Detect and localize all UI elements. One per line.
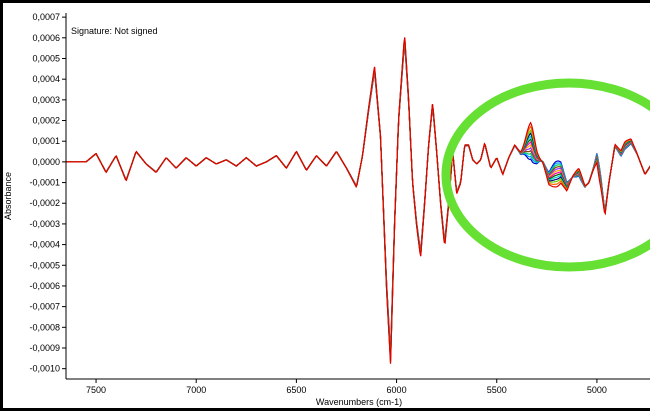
y-tick-label: -0,0009: [29, 343, 60, 353]
y-tick-label: 0,0006: [32, 33, 60, 43]
y-tick-label: -0,0001: [29, 178, 60, 188]
y-tick-label: -0,0004: [29, 240, 60, 250]
x-tick-label: 7000: [186, 385, 206, 395]
y-tick-label: -0,0007: [29, 302, 60, 312]
y-axis-title: Absorbance: [3, 172, 13, 220]
y-tick-label: -0,0008: [29, 322, 60, 332]
y-tick-label: -0,0002: [29, 198, 60, 208]
spectra-group: [66, 37, 650, 364]
x-tick-label: 7500: [86, 385, 106, 395]
y-tick-label: -0,0010: [29, 364, 60, 374]
signature-label: Signature: Not signed: [71, 26, 158, 36]
x-axis-title: Wavenumbers (cm-1): [316, 397, 402, 407]
axes: [65, 13, 650, 380]
x-ticks: 7500 7000 6500 6000 5500 5000: [86, 379, 607, 395]
spectrum-line: [66, 37, 650, 364]
y-tick-label: -0,0003: [29, 219, 60, 229]
x-tick-label: 6000: [387, 385, 407, 395]
y-tick-label: -0,0005: [29, 260, 60, 270]
y-tick-label: 0,0005: [32, 53, 60, 63]
x-tick-label: 5500: [487, 385, 507, 395]
spectrum-chart: 0,0007 0,0006 0,0005 0,0004 0,0003 0,0002 0,00…: [3, 12, 650, 407]
y-tick-label: 0,0001: [32, 136, 60, 146]
highlight-ellipse: [441, 78, 650, 272]
x-tick-label: 6500: [286, 385, 306, 395]
y-ticks: 0,0007 0,0006 0,0005 0,0004 0,0003 0,0002 0,00…: [29, 12, 66, 374]
plot-area: [66, 13, 650, 379]
y-tick-label: 0,0000: [32, 157, 60, 167]
y-tick-label: 0,0003: [32, 95, 60, 105]
y-tick-label: 0,0002: [32, 116, 60, 126]
y-tick-label: 0,0007: [32, 12, 60, 22]
y-tick-label: 0,0004: [32, 74, 60, 84]
x-tick-label: 5000: [587, 385, 607, 395]
y-tick-label: -0,0006: [29, 281, 60, 291]
